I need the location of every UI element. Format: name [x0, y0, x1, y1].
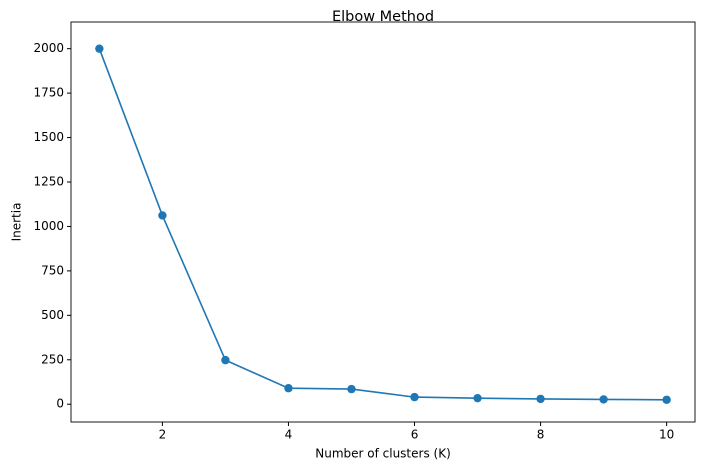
- y-tick-label: 1750: [33, 86, 64, 100]
- data-point: [284, 384, 293, 393]
- x-tick-label: 10: [659, 428, 674, 442]
- y-tick-label: 2000: [33, 41, 64, 55]
- data-point: [410, 392, 419, 402]
- data-point: [221, 355, 230, 365]
- y-axis-label: Inertia: [10, 203, 24, 242]
- y-tick-label: 1250: [33, 175, 64, 189]
- data-point: [347, 384, 356, 394]
- x-tick-label: 2: [159, 428, 167, 442]
- data-point: [158, 211, 167, 220]
- data-point: [95, 44, 104, 53]
- y-tick-label: 1500: [33, 130, 64, 144]
- plot-frame: [70, 21, 696, 423]
- data-point: [599, 395, 608, 404]
- y-tick-label: 500: [41, 308, 64, 322]
- y-tick-label: 0: [56, 397, 64, 411]
- x-tick-label: 4: [285, 428, 293, 442]
- x-tick-label: 8: [537, 428, 545, 442]
- data-point: [662, 395, 671, 404]
- y-tick-label: 750: [41, 263, 64, 277]
- chart-title: Elbow Method: [332, 9, 434, 25]
- x-tick-label: 6: [411, 428, 419, 442]
- y-tick-label: 250: [41, 352, 64, 366]
- y-tick-label: 1000: [33, 219, 64, 233]
- data-point: [473, 393, 482, 403]
- series-line: [98, 48, 667, 401]
- data-point: [536, 394, 545, 404]
- x-axis-label: Number of clusters (K): [315, 447, 451, 461]
